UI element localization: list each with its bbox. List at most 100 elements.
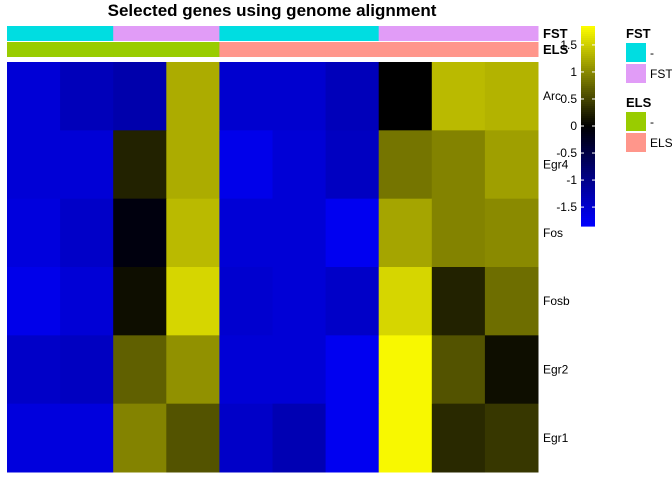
colorbar-segment xyxy=(581,90,595,93)
colorbar-segment xyxy=(581,40,595,43)
colorbar-segment xyxy=(581,180,595,183)
heatmap-cell-fosb-9 xyxy=(484,267,539,336)
heatmap-cell-arc-0 xyxy=(7,62,61,131)
colorbar-segment xyxy=(581,70,595,73)
heatmap-cell-egr1-5 xyxy=(272,403,327,473)
colorbar-segment xyxy=(581,216,595,219)
colorbar-segment xyxy=(581,66,595,69)
heatmap-cell-egr2-5 xyxy=(272,335,327,405)
annotation-cell-fst-0 xyxy=(7,26,61,41)
heatmap-cell-arc-9 xyxy=(484,62,539,131)
colorbar-segment xyxy=(581,154,595,157)
annotation-cell-fst-1 xyxy=(60,26,114,41)
heatmap-cell-arc-2 xyxy=(113,62,167,131)
heatmap-cell-egr2-1 xyxy=(60,335,114,405)
colorbar-segment xyxy=(581,112,595,115)
heatmap-cell-fosb-6 xyxy=(325,267,380,336)
annotation-cell-fst-5 xyxy=(272,26,327,41)
colorbar-segment xyxy=(581,160,595,163)
colorbar-segment xyxy=(581,50,595,53)
heatmap-cell-egr1-6 xyxy=(325,403,380,473)
colorbar-segment xyxy=(581,182,595,185)
heatmap-cell-egr4-3 xyxy=(166,130,220,200)
colorbar-segment xyxy=(581,218,595,221)
colorbar-segment xyxy=(581,136,595,139)
colorbar-segment xyxy=(581,210,595,213)
heatmap-cell-fos-9 xyxy=(484,198,539,268)
heatmap-cell-arc-3 xyxy=(166,62,220,131)
heatmap-cell-egr4-7 xyxy=(378,130,433,200)
heatmap-cell-egr4-8 xyxy=(431,130,486,200)
colorbar-segment xyxy=(581,170,595,173)
colorbar-segment xyxy=(581,208,595,211)
colorbar-segment xyxy=(581,138,595,141)
colorbar-segment xyxy=(581,200,595,203)
colorbar-segment xyxy=(581,142,595,145)
heatmap-cell-egr1-7 xyxy=(378,403,433,473)
annotation-label-fst: FST xyxy=(543,26,568,41)
heatmap-cell-egr1-4 xyxy=(219,403,273,473)
colorbar-segment xyxy=(581,120,595,123)
annotation-cell-fst-2 xyxy=(113,26,167,41)
colorbar-segment xyxy=(581,106,595,109)
legend-label: FST xyxy=(650,67,672,81)
colorbar-segment xyxy=(581,202,595,205)
colorbar-segment xyxy=(581,186,595,189)
colorbar-segment xyxy=(581,192,595,195)
colorbar-segment xyxy=(581,98,595,101)
colorbar-segment xyxy=(581,198,595,201)
colorbar-segment xyxy=(581,150,595,153)
row-label-egr1: Egr1 xyxy=(543,431,569,445)
annotation-cell-fst-7 xyxy=(378,26,433,41)
colorbar-segment xyxy=(581,72,595,75)
colorbar-segment xyxy=(581,44,595,47)
heatmap-cell-fosb-8 xyxy=(431,267,486,336)
legend-key xyxy=(626,43,646,62)
colorbar-segment xyxy=(581,96,595,99)
colorbar-tick-label: -0.5 xyxy=(556,146,577,160)
annotation-cell-els-2 xyxy=(113,42,167,57)
colorbar-segment xyxy=(581,62,595,65)
colorbar-segment xyxy=(581,188,595,191)
heatmap-cell-egr1-0 xyxy=(7,403,61,473)
heatmap-cell-fos-5 xyxy=(272,198,327,268)
heatmap-cell-egr2-3 xyxy=(166,335,220,405)
heatmap-cell-fosb-7 xyxy=(378,267,433,336)
colorbar-segment xyxy=(581,58,595,61)
row-label-egr2: Egr2 xyxy=(543,363,569,377)
colorbar-segment xyxy=(581,60,595,63)
colorbar-segment xyxy=(581,102,595,105)
colorbar-segment xyxy=(581,92,595,95)
annotation-label-els: ELS xyxy=(543,42,569,57)
colorbar-segment xyxy=(581,174,595,177)
heatmap-cell-fosb-1 xyxy=(60,267,114,336)
colorbar-segment xyxy=(581,162,595,165)
colorbar-segment xyxy=(581,118,595,121)
colorbar-segment xyxy=(581,46,595,49)
heatmap-cell-egr4-1 xyxy=(60,130,114,200)
colorbar-segment xyxy=(581,222,595,225)
annotation-cell-els-6 xyxy=(325,42,380,57)
colorbar-segment xyxy=(581,184,595,187)
annotation-cell-els-0 xyxy=(7,42,61,57)
legend-label: ELS xyxy=(650,136,672,150)
colorbar-segment xyxy=(581,190,595,193)
legend-title-fst: FST xyxy=(626,26,651,41)
heatmap-cell-egr2-8 xyxy=(431,335,486,405)
colorbar-segment xyxy=(581,84,595,87)
colorbar-segment xyxy=(581,126,595,129)
heatmap-cell-fos-8 xyxy=(431,198,486,268)
colorbar-segment xyxy=(581,146,595,149)
legend: FST - FST ELS - ELS xyxy=(626,26,672,152)
colorbar-tick-label: 0.5 xyxy=(560,92,577,106)
colorbar-segment xyxy=(581,130,595,133)
colorbar-segment xyxy=(581,134,595,137)
colorbar-segment xyxy=(581,114,595,117)
colorbar-segment xyxy=(581,164,595,167)
chart-title: Selected genes using genome alignment xyxy=(108,1,437,20)
legend-key xyxy=(626,64,646,83)
colorbar-segment xyxy=(581,168,595,171)
colorbar-segment xyxy=(581,28,595,31)
legend-key xyxy=(626,112,646,131)
